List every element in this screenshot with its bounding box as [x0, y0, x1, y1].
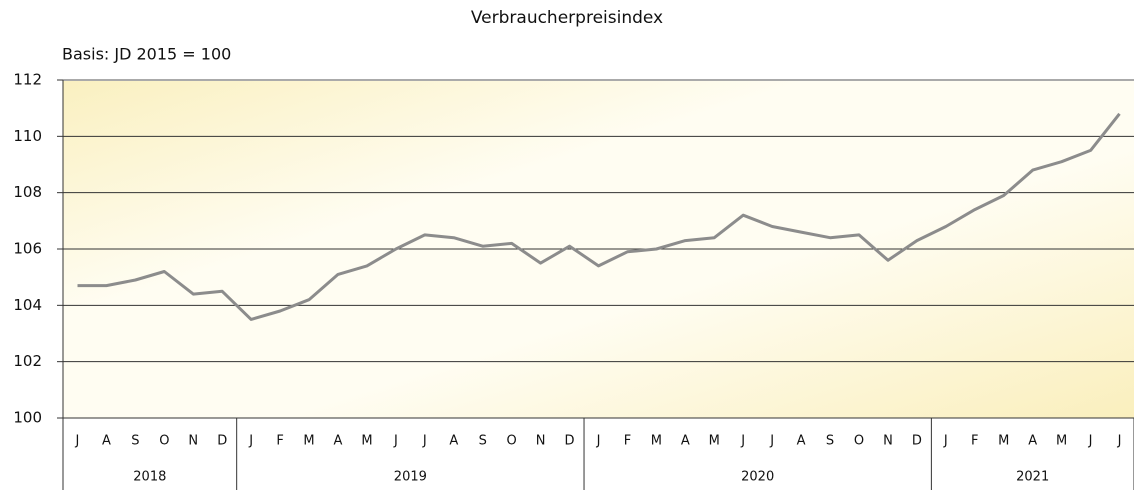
x-tick-label: J: [740, 434, 745, 449]
x-tick-label: M: [1056, 434, 1067, 449]
x-group-label: 2020: [741, 470, 774, 485]
x-group-label: 2018: [133, 470, 166, 485]
x-tick-label: M: [998, 434, 1009, 449]
x-tick-label: A: [102, 434, 111, 449]
x-tick-label: N: [188, 434, 198, 449]
chart-subtitle: Basis: JD 2015 = 100: [62, 45, 231, 64]
y-tick-label: 100: [13, 409, 42, 427]
x-tick-label: J: [422, 434, 427, 449]
x-tick-label: J: [1117, 434, 1122, 449]
x-tick-label: A: [1028, 434, 1037, 449]
y-tick-label: 104: [13, 296, 42, 314]
x-tick-label: S: [479, 434, 487, 449]
x-tick-label: J: [596, 434, 601, 449]
data-line: [77, 112, 1121, 321]
x-tick-label: J: [943, 434, 948, 449]
x-tick-label: A: [334, 434, 343, 449]
y-tick-label: 106: [13, 240, 42, 258]
chart-title: Verbraucherpreisindex: [471, 8, 663, 28]
x-tick-label: A: [681, 434, 690, 449]
x-group-label: 2021: [1016, 470, 1049, 485]
x-tick-label: J: [1088, 434, 1093, 449]
x-tick-label: N: [536, 434, 546, 449]
x-tick-label: M: [303, 434, 314, 449]
x-tick-label: M: [651, 434, 662, 449]
x-tick-label: O: [854, 434, 864, 449]
x-tick-label: J: [769, 434, 774, 449]
x-tick-label: O: [507, 434, 517, 449]
x-tick-label: F: [624, 434, 631, 449]
x-tick-label: J: [248, 434, 253, 449]
x-tick-label: D: [565, 434, 575, 449]
y-tick-label: 102: [13, 352, 42, 370]
x-tick-label: M: [361, 434, 372, 449]
x-tick-label: S: [826, 434, 834, 449]
x-tick-label: N: [883, 434, 893, 449]
y-tick-label: 108: [13, 183, 42, 201]
x-tick-label: J: [393, 434, 398, 449]
plot: 100 102 104 106 108 110 112 J A S O N D 2018 J F M A M J J A S…: [13, 71, 1134, 490]
y-tick-label: 110: [13, 127, 42, 145]
x-tick-label: D: [217, 434, 227, 449]
x-tick-label: A: [449, 434, 458, 449]
x-tick-label: S: [131, 434, 139, 449]
x-tick-label: O: [159, 434, 169, 449]
x-tick-label: F: [971, 434, 978, 449]
x-group-label: 2019: [394, 470, 427, 485]
x-tick-label: F: [276, 434, 283, 449]
x-tick-label: M: [709, 434, 720, 449]
y-tick-label: 112: [13, 71, 42, 89]
x-tick-label: A: [797, 434, 806, 449]
x-tick-label: D: [912, 434, 922, 449]
x-tick-label: J: [75, 434, 80, 449]
